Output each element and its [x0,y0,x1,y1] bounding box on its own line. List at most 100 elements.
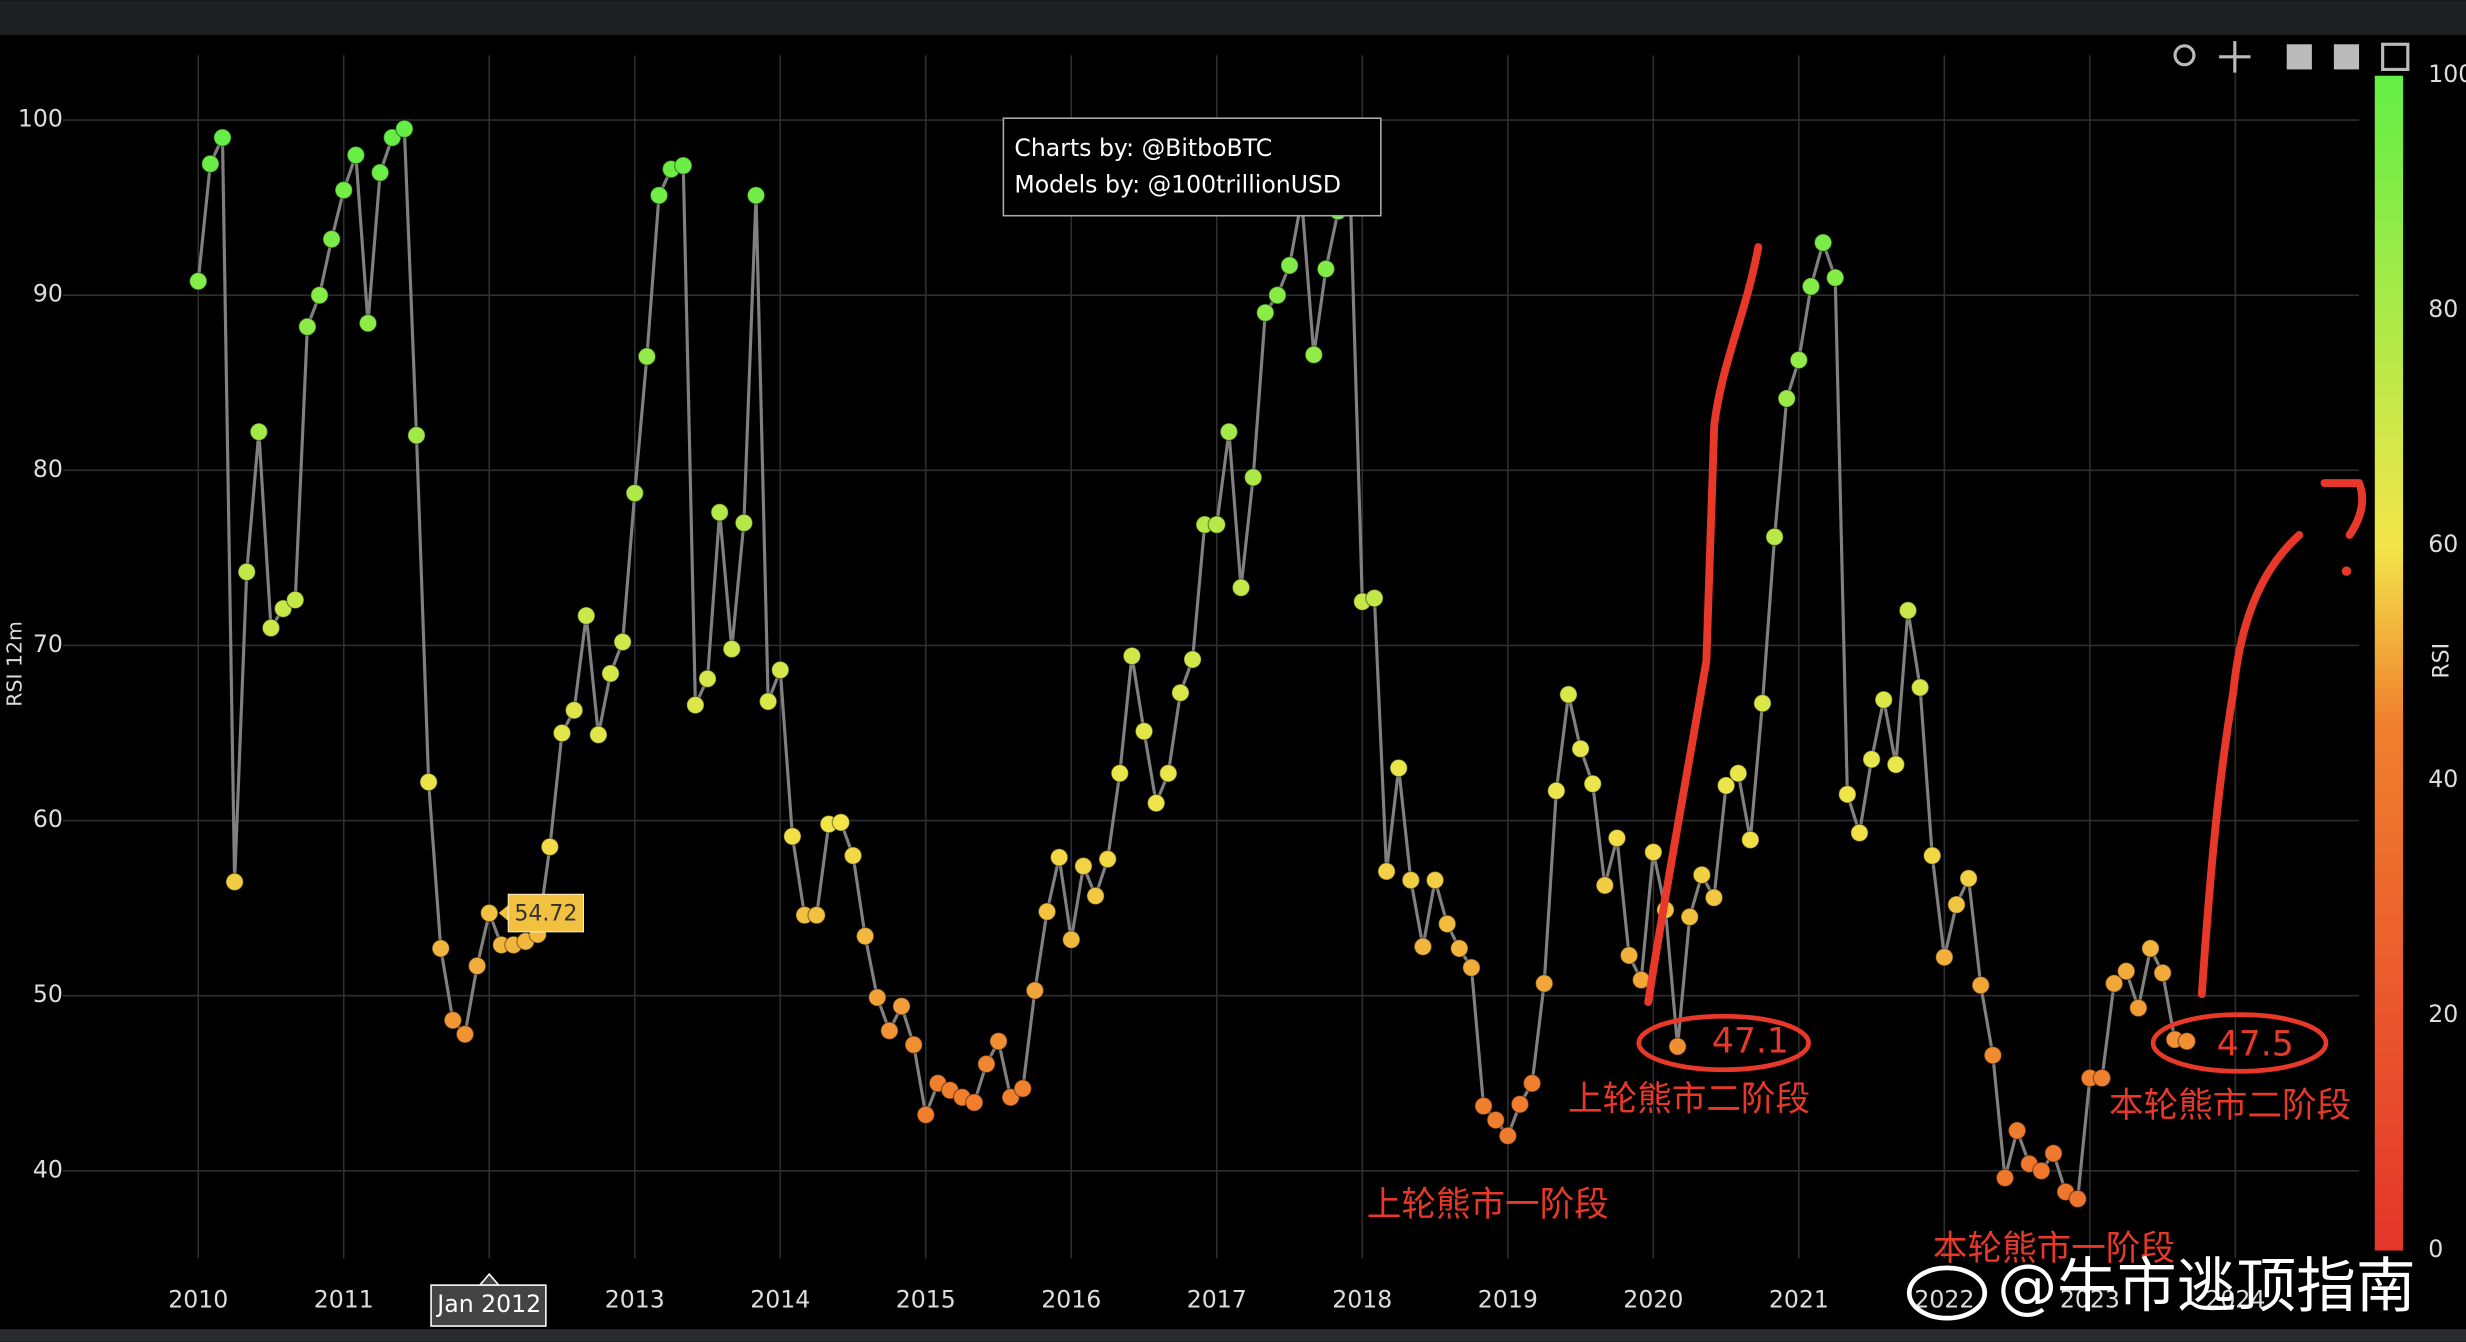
zoom-icon[interactable] [2173,44,2196,67]
point [1243,468,1263,487]
point [1122,646,1142,666]
point [564,700,584,720]
point [892,996,911,1016]
point [734,513,754,533]
point [1219,422,1239,442]
point [431,939,451,958]
point [1825,268,1845,287]
point [370,163,390,182]
x-tick-label: 2016 [1041,1285,1101,1313]
hand-ellipse [2150,1012,2329,1074]
point [1450,939,1469,958]
point [2068,1189,2088,1209]
x-tick-label: 2011 [314,1285,374,1313]
point [1401,870,1421,890]
x-tick-label: 2023 [2060,1285,2120,1313]
point [1995,1168,2015,1188]
point [1741,830,1760,850]
point [1365,588,1384,608]
point [1583,774,1602,794]
point [1268,285,1287,305]
pan-icon[interactable] [2219,41,2251,73]
y-tick-label: 70 [33,630,63,658]
point [1801,277,1821,296]
hand-stroke [2197,531,2304,999]
hand-ellipse [1636,1013,1811,1073]
point [880,1021,899,1041]
hover-pointer [498,905,509,921]
zoom-out-icon[interactable] [2333,44,2360,70]
point [2153,963,2172,983]
x-tick-label: 2017 [1187,1285,1247,1313]
credits-box: Charts by: @BitboBTC Models by: @100tril… [1002,117,1382,217]
point [1838,785,1857,804]
point [637,347,657,366]
point [625,483,645,503]
point [831,813,851,832]
point [722,639,742,659]
y-tick-label: 90 [33,280,63,308]
point [2092,1068,2112,1088]
point [770,660,790,680]
point [589,725,608,745]
hand-stroke [1644,243,1763,1006]
point [2032,1161,2051,1181]
point [1571,739,1590,759]
point [965,1093,984,1112]
modebar[interactable] [2173,41,2410,73]
credit: Charts by: @BitboBTC [1014,134,1272,162]
point [977,1054,996,1074]
point [1692,865,1712,885]
point [1971,975,1991,995]
point [1728,764,1748,783]
annotation: 上轮熊市一阶段 [1367,1185,1609,1225]
point [1644,842,1663,862]
zoom-in-icon[interactable] [2286,44,2312,70]
point [298,317,317,337]
y-tick-label: 60 [33,805,63,833]
point [419,772,438,792]
y-tick-label: 40 [33,1155,63,1183]
point [1910,678,1930,697]
colorbar-tick-label: 100 [2428,60,2466,88]
point [273,599,293,618]
point [916,1105,936,1125]
colorbar [2374,75,2404,1251]
point [552,723,572,743]
point [1074,856,1093,876]
point [1001,1088,1020,1107]
point [1159,764,1178,783]
point [1146,793,1166,813]
point [322,229,341,249]
point [1377,862,1396,881]
colorbar-tick-label: 20 [2428,1000,2458,1028]
point [455,1024,475,1044]
point [1559,685,1578,704]
point [2116,961,2136,981]
point [188,271,208,291]
annotation: 上轮熊市二阶段 [1568,1080,1810,1120]
point [1037,902,1057,921]
point [2177,1031,2197,1051]
point [1898,601,1918,620]
point [989,1031,1008,1051]
point [1510,1095,1530,1114]
point [1947,895,1966,914]
point [1413,937,1433,956]
hand-dot [2341,566,2352,576]
point [1886,755,1906,774]
colorbar-tick-label: 80 [2428,295,2458,323]
point [1474,1096,1493,1116]
point [1304,345,1324,365]
autoscale-icon[interactable] [2381,42,2410,72]
point [710,503,729,522]
hand-drawing [1636,243,2367,1074]
hover-box [507,893,585,933]
point [1486,1110,1505,1130]
bottom-bar [0,1329,2466,1342]
colorbar-tick-label: 60 [2428,530,2458,558]
y-tick-label: 80 [33,455,63,483]
point [1753,693,1772,713]
point [855,926,875,946]
point [904,1035,923,1055]
